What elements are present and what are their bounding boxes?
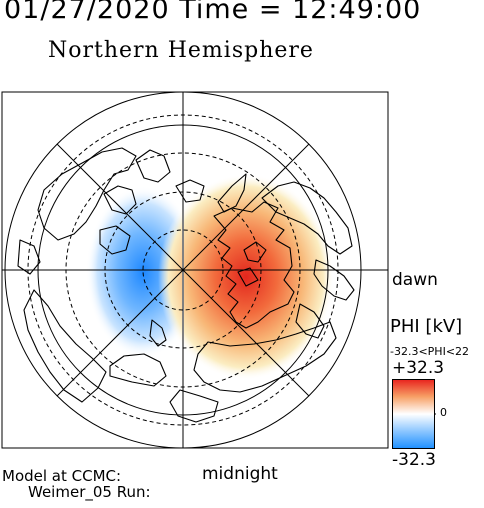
polar-potential-map xyxy=(1,91,389,449)
potential-cells xyxy=(86,92,334,448)
colorbar-gradient xyxy=(392,379,435,449)
run-label: Weimer_05 Run: xyxy=(28,483,151,501)
hemisphere-title: Northern Hemisphere xyxy=(48,38,314,63)
colorbar-range-text: -32.3<PHI<22 xyxy=(390,345,470,358)
midnight-label: midnight xyxy=(202,464,278,484)
colorbar-title: PHI [kV] xyxy=(390,316,463,337)
positive-cell xyxy=(158,174,334,380)
dawn-label: dawn xyxy=(392,270,438,290)
colorbar-max-label: +32.3 xyxy=(392,358,445,378)
colorbar xyxy=(392,379,436,449)
coastlines xyxy=(17,147,355,423)
meridian-lines xyxy=(2,92,388,448)
model-label: Model at CCMC: xyxy=(2,467,122,485)
time-header: 01/27/2020 Time = 12:49:00 xyxy=(4,0,422,25)
colorbar-min-label: -32.3 xyxy=(392,450,436,470)
colorbar-zero-label: 0 xyxy=(440,406,447,419)
